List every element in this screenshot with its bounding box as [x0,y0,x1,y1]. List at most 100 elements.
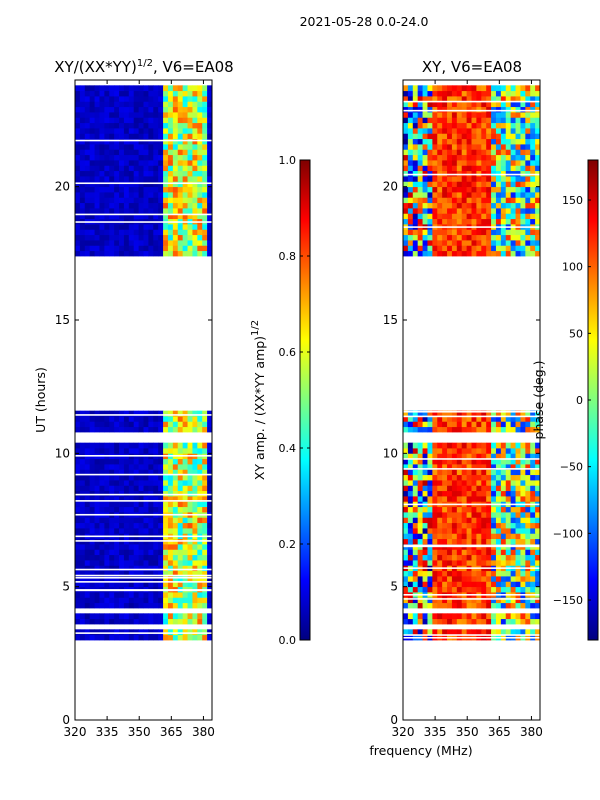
heatmap-cell [104,186,110,193]
heatmap-cell [486,576,492,582]
heatmap-cell [535,213,540,220]
heatmap-cell [207,517,212,524]
heatmap-cell [143,426,149,433]
heatmap-cell [505,474,512,481]
heatmap-cell [412,496,419,502]
heatmap-cell [500,474,507,481]
heatmap-cell [447,138,453,145]
heatmap-cell [491,208,497,214]
heatmap-cell [437,442,443,449]
heatmap-cell [505,250,512,257]
heatmap-cell [119,208,125,214]
heatmap-cell [491,176,497,182]
heatmap-cell [182,458,188,465]
heatmap-cell [75,522,81,529]
heatmap-cell [412,560,419,566]
heatmap-cell [79,416,86,422]
heatmap-cell [128,165,135,172]
heatmap-cell [520,186,526,193]
heatmap-cell [89,421,95,428]
heatmap-cell [417,181,423,188]
heatmap-cell [94,416,100,422]
heatmap-cell [148,581,154,588]
heatmap-cell [138,160,144,166]
heatmap-cell [167,448,174,454]
heatmap-cell [515,421,521,428]
heatmap-cell [491,181,497,188]
heatmap-cell [481,170,487,177]
heatmap-cell [187,490,193,497]
heatmap-cell [187,122,193,129]
heatmap-cell [75,490,81,497]
heatmap-cell [79,522,86,529]
heatmap-cell [153,138,159,145]
heatmap-cell [84,485,91,492]
heatmap-cell [495,208,502,214]
heatmap-cell [89,528,95,534]
colorbar-tick-label: 150 [562,194,583,207]
heatmap-cell [417,197,423,204]
heatmap-cell [99,186,105,193]
heatmap-cell [148,618,154,625]
heatmap-cell [451,240,458,246]
heatmap-cell [163,464,169,470]
heatmap-cell [114,181,120,188]
heatmap-cell [207,154,212,161]
heatmap-cell [79,549,86,556]
heatmap-cell [461,597,467,604]
heatmap-cell [466,560,472,566]
heatmap-cell [515,570,521,577]
heatmap-cell [75,613,81,620]
heatmap-cell [84,90,91,97]
heatmap-cell [138,490,144,497]
heatmap-cell [133,565,139,572]
heatmap-cell [128,474,135,481]
heatmap-cell [505,240,512,246]
heatmap-cell [119,592,125,598]
heatmap-cell [119,170,125,177]
heatmap-cell [138,229,144,236]
heatmap-cell [128,234,135,241]
heatmap-cell [89,240,95,246]
heatmap-cell [75,224,81,230]
heatmap-cell [412,234,419,241]
heatmap-cell [466,464,472,470]
heatmap-cell [123,245,130,252]
scan-gap [403,100,540,103]
heatmap-cell [128,197,135,204]
heatmap-cell [128,480,135,486]
heatmap-cell [99,480,105,486]
heatmap-cell [471,496,477,502]
heatmap-cell [148,485,154,492]
heatmap-cell [182,485,188,492]
heatmap-cell [207,528,212,534]
heatmap-cell [99,458,105,465]
heatmap-cell [447,554,453,561]
heatmap-cell [177,96,184,102]
heatmap-cell [133,192,139,198]
heatmap-cell [109,192,115,198]
heatmap-cell [94,160,100,166]
heatmap-cell [447,480,453,486]
heatmap-cell [138,629,144,636]
heatmap-cell [75,160,81,166]
heatmap-cell [500,410,507,417]
heatmap-cell [207,581,212,588]
heatmap-cell [451,133,458,140]
heatmap-cell [481,208,487,214]
heatmap-cell [481,581,487,588]
heatmap-cell [94,597,100,604]
heatmap-cell [442,208,448,214]
heatmap-cell [143,154,149,161]
heatmap-cell [403,85,409,92]
heatmap-cell [79,240,86,246]
heatmap-cell [104,181,110,188]
heatmap-cell [177,469,184,476]
heatmap-cell [94,458,100,465]
heatmap-cell [500,245,507,252]
heatmap-cell [94,554,100,561]
heatmap-cell [187,613,193,620]
heatmap-cell [535,426,540,433]
heatmap-cell [94,592,100,598]
heatmap-cell [94,112,100,118]
